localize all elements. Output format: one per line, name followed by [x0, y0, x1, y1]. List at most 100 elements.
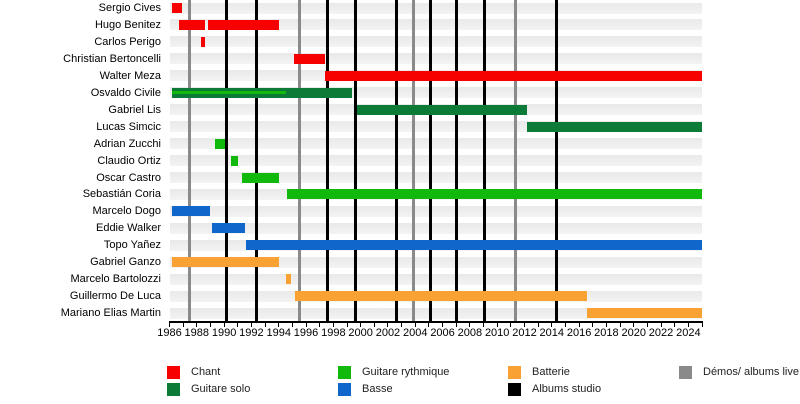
demo-live-line	[298, 0, 302, 321]
member-name-label: Guillermo De Luca	[69, 290, 161, 303]
axis-year-label: 2004	[403, 327, 428, 339]
x-axis-line	[169, 321, 703, 323]
legend-item-guitare-rythmique: Guitare rythmique	[338, 366, 449, 379]
member-name-label: Christian Bertoncelli	[63, 52, 161, 65]
axis-tick	[619, 323, 621, 327]
legend-swatch-albums-studio	[508, 383, 521, 396]
legend-label: Basse	[362, 383, 393, 395]
row-band	[169, 256, 702, 268]
axis-year-label: 1990	[211, 327, 237, 339]
legend-item-basse: Basse	[338, 383, 393, 396]
row-band	[169, 172, 702, 183]
axis-year-label: 2016	[566, 327, 592, 339]
axis-tick	[237, 323, 239, 327]
legend-label: Albums studio	[532, 383, 602, 395]
axis-tick	[401, 323, 403, 327]
axis-year-label: 2012	[512, 327, 537, 339]
member-name-label: Marcelo Dogo	[92, 205, 161, 218]
member-name-label: Eddie Walker	[95, 222, 161, 235]
axis-tick	[360, 323, 362, 327]
tenure-bar	[230, 155, 238, 166]
axis-year-label: 1996	[293, 327, 319, 339]
axis-tick	[428, 323, 430, 327]
axis-year-label: 1988	[184, 327, 210, 339]
album-studio-line	[254, 0, 258, 321]
legend-label: Guitare rythmique	[362, 366, 450, 378]
member-name-label: Claudio Ortiz	[97, 154, 161, 167]
legend-label: Démos/ albums live	[703, 366, 799, 378]
tenure-bar	[527, 121, 702, 132]
row-band	[169, 121, 702, 133]
tenure-bar	[172, 206, 211, 217]
legend-item-chant: Chant	[167, 366, 220, 379]
member-name-label: Oscar Castro	[96, 171, 161, 184]
axis-tick	[687, 323, 689, 327]
member-name-label: Gabriel Lis	[108, 103, 161, 116]
tenure-bar	[245, 240, 702, 251]
album-studio-line	[428, 0, 432, 321]
tenure-bar	[214, 138, 226, 149]
axis-year-label: 2018	[594, 327, 619, 339]
axis-tick	[510, 323, 512, 327]
tenure-bar	[172, 3, 182, 13]
legend-swatch-basse	[338, 383, 351, 396]
axis-year-label: 2024	[676, 327, 701, 339]
axis-tick	[646, 323, 648, 327]
axis-tick	[592, 323, 594, 327]
row-band	[169, 222, 702, 234]
axis-tick	[264, 323, 266, 327]
legend-swatch-guitare-solo	[167, 383, 180, 396]
axis-year-label: 2000	[348, 327, 373, 339]
axis-tick	[305, 323, 307, 327]
axis-year-label: 2008	[457, 327, 483, 339]
row-band	[169, 138, 702, 150]
member-name-label: Osvaldo Civile	[90, 86, 161, 99]
axis-tick	[414, 323, 416, 327]
legend-item-guitare-solo: Guitare solo	[167, 383, 250, 396]
tenure-bar	[286, 189, 702, 200]
legend-swatch-demos-albums-live	[679, 366, 692, 379]
axis-tick	[469, 323, 471, 327]
album-studio-line	[225, 0, 229, 321]
member-name-label: Mariano Elias Martin	[60, 307, 161, 320]
axis-year-label: 2006	[430, 327, 455, 339]
member-name-label: Marcelo Bartolozzi	[70, 273, 161, 286]
axis-tick	[524, 323, 525, 327]
axis-tick	[537, 323, 539, 327]
axis-tick	[373, 323, 375, 327]
axis-tick	[209, 323, 211, 327]
axis-tick	[250, 323, 252, 327]
legend-label: Chant	[191, 366, 221, 378]
tenure-bar	[172, 257, 279, 268]
axis-tick	[660, 323, 662, 327]
tenure-bar	[286, 274, 291, 285]
row-band	[169, 2, 702, 14]
axis-year-label: 2022	[648, 327, 674, 339]
axis-tick	[674, 323, 676, 327]
axis-tick	[551, 323, 553, 327]
axis-tick	[605, 323, 607, 327]
member-name-label: Gabriel Ganzo	[90, 256, 161, 269]
axis-tick	[291, 323, 293, 327]
legend-label: Batterie	[532, 366, 570, 378]
member-name-label: Sergio Cives	[98, 2, 161, 14]
axis-tick	[319, 323, 321, 327]
member-name-label: Sebastián Coria	[82, 188, 161, 201]
axis-tick	[578, 323, 580, 327]
album-studio-line	[395, 0, 399, 321]
tenure-bar	[293, 53, 326, 64]
axis-year-label: 2014	[539, 327, 565, 339]
legend-swatch-batterie	[508, 366, 521, 379]
tenure-bar	[241, 172, 279, 183]
axis-tick	[564, 323, 566, 327]
legend-swatch-chant	[167, 366, 180, 379]
member-name-label: Carlos Perigo	[94, 35, 161, 48]
axis-tick	[455, 323, 457, 327]
axis-tick	[346, 323, 348, 327]
tenure-bar	[325, 70, 702, 81]
row-band	[169, 155, 702, 167]
axis-tick	[332, 323, 334, 327]
axis-year-label: 2020	[621, 327, 646, 339]
member-name-label: Walter Meza	[99, 69, 161, 82]
album-studio-line	[326, 0, 330, 321]
